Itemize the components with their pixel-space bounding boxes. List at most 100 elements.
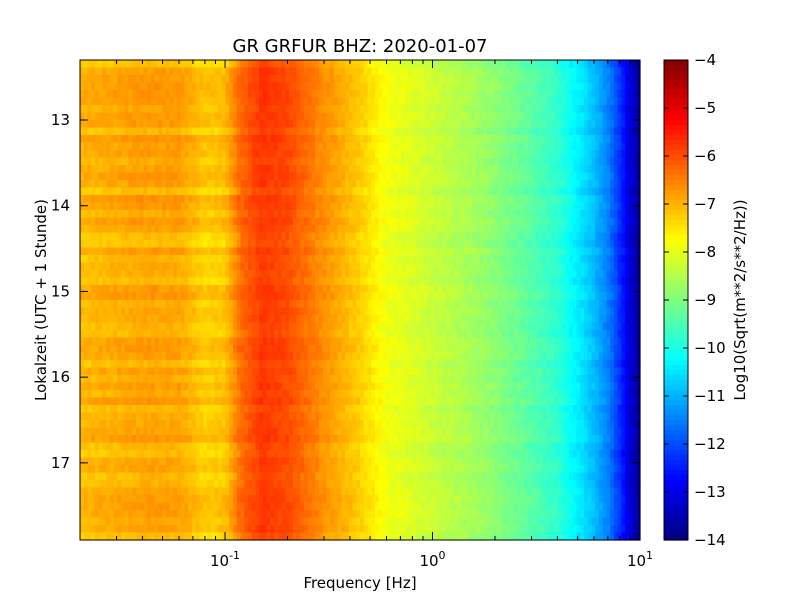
- heatmap-cell: [367, 127, 372, 136]
- heatmap-cell: [337, 337, 342, 346]
- heatmap-cell: [311, 495, 316, 504]
- heatmap-cell: [113, 142, 118, 151]
- heatmap-cell: [154, 397, 159, 406]
- heatmap-cell: [348, 292, 354, 301]
- heatmap-cell: [233, 225, 238, 234]
- heatmap-cell: [136, 97, 141, 106]
- heatmap-cell: [274, 60, 279, 69]
- heatmap-cell: [139, 67, 145, 76]
- heatmap-cell: [150, 60, 156, 69]
- heatmap-cell: [83, 142, 89, 151]
- heatmap-cell: [117, 247, 122, 256]
- heatmap-cell: [311, 150, 316, 159]
- heatmap-cell: [322, 262, 327, 271]
- heatmap-cell: [367, 315, 372, 324]
- heatmap-cell: [315, 292, 320, 301]
- heatmap-cell: [270, 157, 275, 166]
- heatmap-cell: [360, 225, 365, 234]
- heatmap-cell: [248, 367, 253, 376]
- heatmap-cell: [229, 270, 234, 279]
- heatmap-cell: [360, 457, 365, 466]
- heatmap-cell: [337, 277, 342, 286]
- heatmap-cell: [117, 480, 122, 489]
- heatmap-cell: [98, 352, 103, 361]
- heatmap-cell: [102, 427, 107, 436]
- heatmap-cell: [106, 157, 111, 166]
- heatmap-cell: [292, 142, 298, 151]
- heatmap-cell: [311, 337, 316, 346]
- heatmap-cell: [236, 142, 242, 151]
- heatmap-cell: [214, 382, 219, 391]
- heatmap-cell: [240, 120, 245, 129]
- heatmap-cell: [109, 412, 115, 421]
- heatmap-cell: [121, 202, 126, 211]
- heatmap-cell: [341, 307, 346, 316]
- heatmap-cell: [80, 142, 85, 151]
- heatmap-cell: [360, 127, 365, 136]
- heatmap-cell: [244, 307, 249, 316]
- heatmap-cell: [98, 510, 103, 519]
- heatmap-cell: [192, 345, 197, 354]
- heatmap-cell: [94, 390, 100, 399]
- heatmap-cell: [326, 105, 331, 114]
- heatmap-cell: [83, 247, 89, 256]
- heatmap-cell: [173, 420, 178, 429]
- heatmap-cell: [184, 345, 189, 354]
- heatmap-cell: [270, 465, 275, 474]
- heatmap-cell: [203, 322, 208, 331]
- heatmap-cell: [341, 157, 346, 166]
- heatmap-cell: [318, 375, 324, 384]
- heatmap-cell: [218, 285, 223, 294]
- heatmap-cell: [289, 487, 294, 496]
- heatmap-cell: [221, 532, 227, 541]
- heatmap-cell: [341, 502, 346, 511]
- heatmap-cell: [356, 442, 361, 451]
- heatmap-cell: [225, 345, 230, 354]
- heatmap-cell: [304, 427, 309, 436]
- heatmap-cell: [292, 307, 298, 316]
- heatmap-cell: [136, 277, 141, 286]
- heatmap-cell: [262, 270, 268, 279]
- heatmap-cell: [285, 472, 290, 481]
- heatmap-cell: [277, 60, 283, 69]
- heatmap-cell: [326, 232, 331, 241]
- heatmap-cell: [184, 480, 189, 489]
- heatmap-cell: [139, 195, 145, 204]
- heatmap-cell: [322, 187, 327, 196]
- heatmap-cell: [102, 180, 107, 189]
- heatmap-cell: [83, 375, 89, 384]
- heatmap-cell: [218, 435, 223, 444]
- heatmap-cell: [262, 435, 268, 444]
- heatmap-cell: [218, 292, 223, 301]
- heatmap-cell: [345, 120, 350, 129]
- heatmap-cell: [318, 487, 324, 496]
- heatmap-cell: [184, 255, 189, 264]
- heatmap-cell: [255, 270, 260, 279]
- heatmap-cell: [318, 135, 324, 144]
- heatmap-cell: [236, 112, 242, 121]
- heatmap-cell: [300, 502, 305, 511]
- heatmap-cell: [188, 420, 193, 429]
- heatmap-cell: [184, 97, 189, 106]
- heatmap-cell: [91, 330, 96, 339]
- heatmap-cell: [363, 247, 369, 256]
- heatmap-cell: [192, 240, 197, 249]
- heatmap-cell: [177, 375, 182, 384]
- heatmap-cell: [132, 135, 137, 144]
- heatmap-cell: [229, 427, 234, 436]
- heatmap-cell: [117, 390, 122, 399]
- heatmap-cell: [244, 510, 249, 519]
- heatmap-cell: [341, 510, 346, 519]
- heatmap-cell: [150, 172, 156, 181]
- heatmap-cell: [210, 82, 215, 91]
- heatmap-cell: [87, 180, 92, 189]
- heatmap-cell: [337, 105, 342, 114]
- heatmap-cell: [352, 397, 357, 406]
- heatmap-cell: [300, 187, 305, 196]
- heatmap-cell: [91, 240, 96, 249]
- heatmap-cell: [300, 442, 305, 451]
- heatmap-cell: [143, 112, 148, 121]
- heatmap-cell: [109, 420, 115, 429]
- heatmap-cell: [188, 412, 193, 421]
- heatmap-cell: [102, 240, 107, 249]
